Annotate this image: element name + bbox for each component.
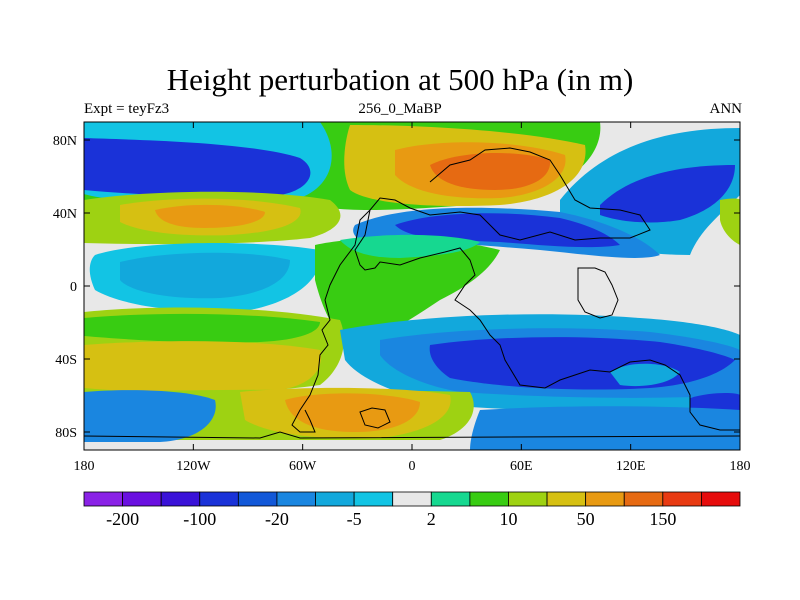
colorbar-swatch: [237, 491, 278, 507]
colorbar-swatch: [469, 491, 509, 507]
contour-green-sh: [84, 313, 320, 343]
season-label: ANN: [709, 101, 743, 117]
lat-tick-label: 40N: [53, 207, 77, 222]
contour-blue-ne: [600, 165, 735, 223]
contour-lightblue-tropics: [120, 252, 290, 299]
period-label: 256_0_MaBP: [358, 101, 442, 117]
colorbar-label: 10: [499, 509, 517, 529]
lon-tick-label: 60E: [510, 459, 533, 474]
contour-blue-nw: [84, 138, 311, 197]
colorbar-swatch: [701, 491, 741, 507]
colorbar-swatch: [315, 491, 355, 507]
contour-orange-nh-midlat: [155, 204, 265, 228]
colorbar-swatch: [508, 491, 548, 507]
colorbar-swatch: [276, 491, 316, 507]
colorbar-label: -200: [106, 509, 139, 529]
colorbar-swatch: [662, 491, 702, 507]
lat-tick-label: 80S: [55, 426, 77, 441]
colorbar-swatch: [623, 491, 664, 507]
colorbar-label: -5: [347, 509, 362, 529]
colorbar-label: 50: [577, 509, 595, 529]
contour-midblue-sh-south: [470, 406, 740, 450]
continent-outline-australia: [577, 267, 619, 319]
contour-cyan-sh-spot: [610, 363, 680, 387]
colorbar-label: -20: [265, 509, 289, 529]
lon-tick-label: 120E: [616, 459, 646, 474]
continent-outline-antarctic-peninsula: [359, 407, 391, 429]
lat-tick-label: 80N: [53, 134, 77, 149]
lon-tick-label: 180: [730, 459, 751, 474]
latitude-axis: 80N 40N 0 40S 80S: [53, 134, 740, 441]
lon-tick-label: 120W: [176, 459, 211, 474]
lon-tick-label: 0: [409, 459, 416, 474]
colorbar-label: 150: [649, 509, 676, 529]
continent-outline-americas: [291, 209, 371, 433]
colorbar-swatch: [392, 491, 432, 507]
contour-green-tropics: [315, 238, 500, 345]
lat-tick-label: 0: [70, 280, 77, 295]
page-title: Height perturbation at 500 hPa (in m): [166, 62, 634, 97]
longitude-axis: 180 120W 60W 0 60E 120E 180: [74, 122, 751, 474]
colorbar-swatch: [122, 491, 162, 507]
contour-yg-ne: [720, 198, 740, 245]
experiment-label: Expt = teyFz3: [84, 101, 170, 117]
colorbar-label: -100: [183, 509, 216, 529]
continent-outlines: [83, 147, 741, 439]
colorbar: -200 -100 -20 -5 2 10 50 150: [83, 491, 741, 529]
colorbar-swatch: [585, 491, 625, 507]
colorbar-label: 2: [427, 509, 436, 529]
contour-orange-sh-highlat: [285, 393, 420, 432]
colorbar-swatch: [160, 491, 201, 507]
colorbar-swatch: [199, 491, 239, 507]
lon-tick-label: 60W: [289, 459, 317, 474]
colorbar-swatch: [546, 491, 587, 507]
contour-midblue-sh-west: [84, 390, 216, 442]
colorbar-swatch: [353, 491, 394, 507]
lat-tick-label: 40S: [55, 353, 77, 368]
contour-yellow-sh: [84, 341, 321, 393]
continent-outline-eurasia: [354, 147, 740, 431]
contour-field: [84, 122, 740, 450]
lon-tick-label: 180: [74, 459, 95, 474]
colorbar-swatch: [83, 491, 123, 507]
continent-outline-antarctica: [83, 431, 741, 439]
colorbar-swatch: [430, 491, 471, 507]
